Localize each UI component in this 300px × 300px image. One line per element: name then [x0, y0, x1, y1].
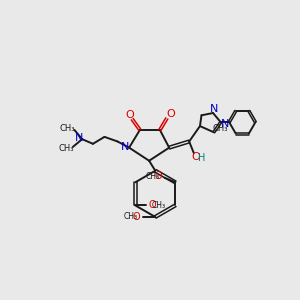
- Text: N: N: [221, 119, 230, 129]
- Text: CH₃: CH₃: [60, 124, 75, 133]
- Text: O: O: [125, 110, 134, 119]
- Text: O: O: [133, 212, 141, 222]
- Text: O: O: [148, 200, 156, 210]
- Text: O: O: [166, 109, 175, 119]
- Text: CH₃: CH₃: [151, 201, 165, 210]
- Text: CH₃: CH₃: [124, 212, 138, 221]
- Text: CH₃: CH₃: [145, 172, 159, 181]
- Text: O: O: [154, 171, 162, 181]
- Text: N: N: [210, 104, 218, 114]
- Text: N: N: [121, 142, 129, 152]
- Text: H: H: [198, 153, 205, 163]
- Text: CH₃: CH₃: [213, 124, 229, 133]
- Text: CH₃: CH₃: [58, 144, 74, 153]
- Text: O: O: [192, 152, 200, 162]
- Text: N: N: [75, 134, 83, 143]
